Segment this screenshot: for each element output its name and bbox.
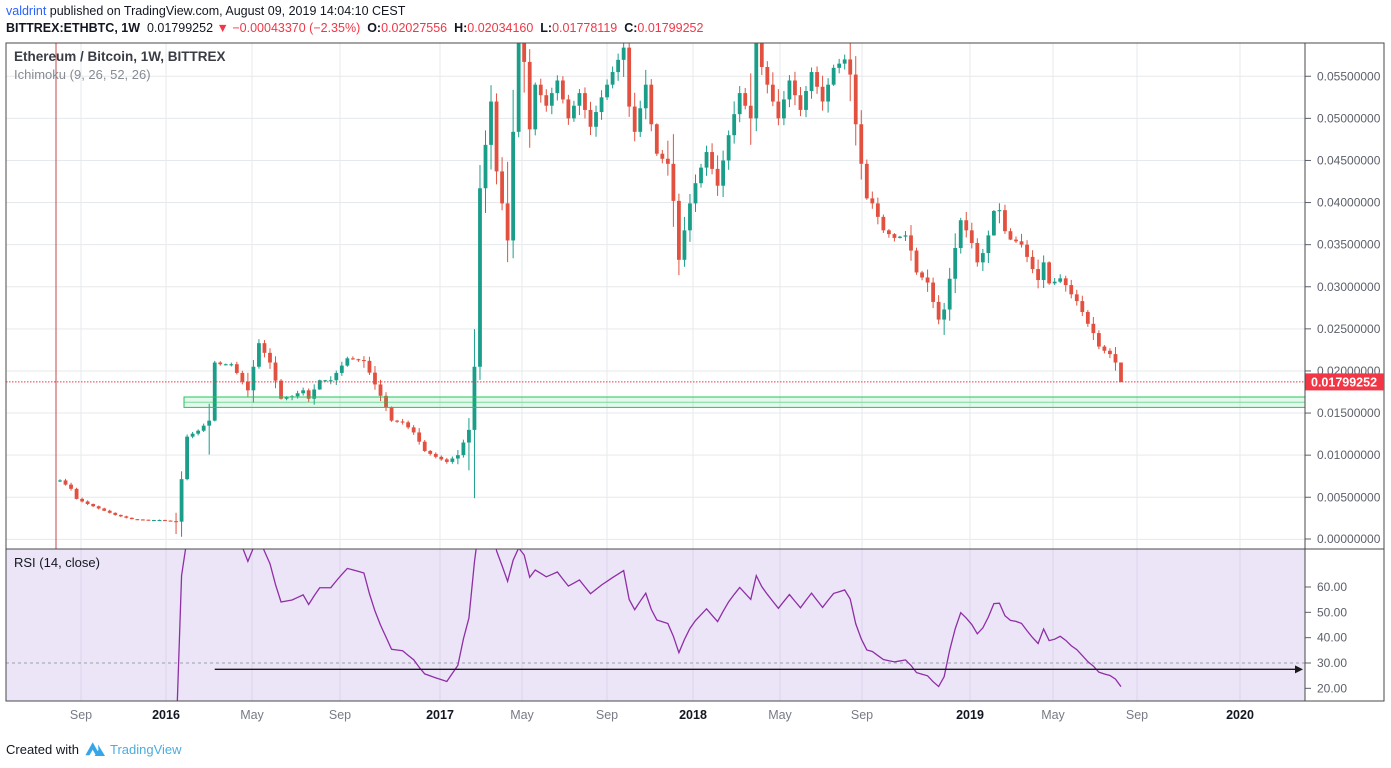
svg-text:May: May: [240, 708, 264, 722]
svg-text:Ichimoku (9, 26, 52, 26): Ichimoku (9, 26, 52, 26): [14, 67, 151, 82]
svg-text:0.04500000: 0.04500000: [1317, 153, 1381, 167]
svg-text:50.00: 50.00: [1317, 605, 1347, 619]
svg-text:Sep: Sep: [851, 708, 873, 722]
svg-text:Sep: Sep: [329, 708, 351, 722]
svg-text:30.00: 30.00: [1317, 656, 1347, 670]
svg-text:Ethereum / Bitcoin, 1W, BITTRE: Ethereum / Bitcoin, 1W, BITTREX: [14, 49, 226, 64]
svg-text:0.00000000: 0.00000000: [1317, 532, 1381, 546]
svg-text:May: May: [1041, 708, 1065, 722]
svg-text:RSI (14, close): RSI (14, close): [14, 555, 100, 570]
svg-text:0.01799252: 0.01799252: [1311, 375, 1377, 389]
svg-text:0.01000000: 0.01000000: [1317, 448, 1381, 462]
svg-text:40.00: 40.00: [1317, 631, 1347, 645]
svg-text:0.05500000: 0.05500000: [1317, 69, 1381, 83]
svg-text:Sep: Sep: [596, 708, 618, 722]
svg-text:May: May: [768, 708, 792, 722]
svg-text:2019: 2019: [956, 708, 984, 722]
svg-text:0.03000000: 0.03000000: [1317, 280, 1381, 294]
svg-text:2018: 2018: [679, 708, 707, 722]
svg-text:0.04000000: 0.04000000: [1317, 196, 1381, 210]
svg-text:20.00: 20.00: [1317, 681, 1347, 695]
svg-text:0.01500000: 0.01500000: [1317, 406, 1381, 420]
svg-text:0.03500000: 0.03500000: [1317, 238, 1381, 252]
svg-text:2016: 2016: [152, 708, 180, 722]
svg-text:0.05000000: 0.05000000: [1317, 111, 1381, 125]
svg-text:2017: 2017: [426, 708, 454, 722]
svg-text:May: May: [510, 708, 534, 722]
svg-text:2020: 2020: [1226, 708, 1254, 722]
svg-text:Sep: Sep: [70, 708, 92, 722]
svg-text:60.00: 60.00: [1317, 580, 1347, 594]
svg-text:0.02500000: 0.02500000: [1317, 322, 1381, 336]
svg-text:0.00500000: 0.00500000: [1317, 490, 1381, 504]
svg-text:Sep: Sep: [1126, 708, 1148, 722]
